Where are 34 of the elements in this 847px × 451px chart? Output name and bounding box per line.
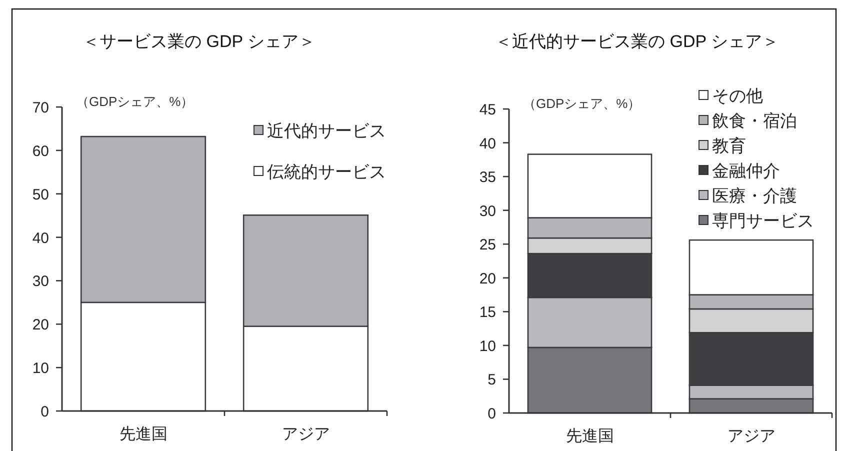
y-tick-label: 25 [479, 236, 496, 254]
chart-title: ＜サービス業の GDP シェア＞ [82, 32, 316, 51]
x-tick-label: 先進国 [119, 425, 168, 443]
legend-label: 近代的サービス [267, 122, 386, 140]
legend-label: 金融仲介 [712, 162, 780, 180]
y-axis-title: （GDPシェア、%） [523, 96, 641, 111]
y-tick-label: 40 [32, 230, 49, 247]
y-tick-label: 60 [32, 142, 49, 160]
y-tick-label: 35 [479, 169, 496, 186]
y-tick-label: 20 [32, 316, 49, 334]
y-axis-title: （GDPシェア、%） [76, 94, 194, 109]
y-tick-label: 30 [32, 273, 49, 290]
y-tick-label: 10 [32, 360, 49, 378]
y-tick-label: 40 [479, 135, 496, 152]
y-tick-label: 20 [479, 270, 496, 288]
x-tick-label: 先進国 [566, 427, 614, 445]
legend-label: 伝統的サービス [267, 162, 386, 182]
legend-label: 飲食・宿泊 [712, 112, 797, 130]
y-tick-label: 10 [479, 338, 496, 355]
chart-title: ＜近代的サービス業の GDP シェア＞ [495, 32, 779, 51]
legend-label: その他 [712, 86, 763, 106]
y-tick-label: 15 [479, 304, 496, 322]
y-tick-label: 45 [479, 102, 496, 118]
legend-label: 医療・介護 [712, 186, 797, 206]
y-tick-label: 70 [32, 100, 49, 116]
y-tick-label: 0 [40, 404, 49, 420]
y-tick-label: 50 [32, 186, 49, 204]
x-tick-label: アジア [727, 428, 776, 445]
y-tick-label: 5 [488, 372, 496, 389]
x-tick-label: アジア [282, 426, 330, 443]
y-tick-label: 0 [488, 406, 496, 422]
legend-label: 教育 [712, 136, 746, 156]
legend-label: 専門サービス [712, 212, 814, 230]
y-tick-label: 30 [479, 202, 496, 220]
